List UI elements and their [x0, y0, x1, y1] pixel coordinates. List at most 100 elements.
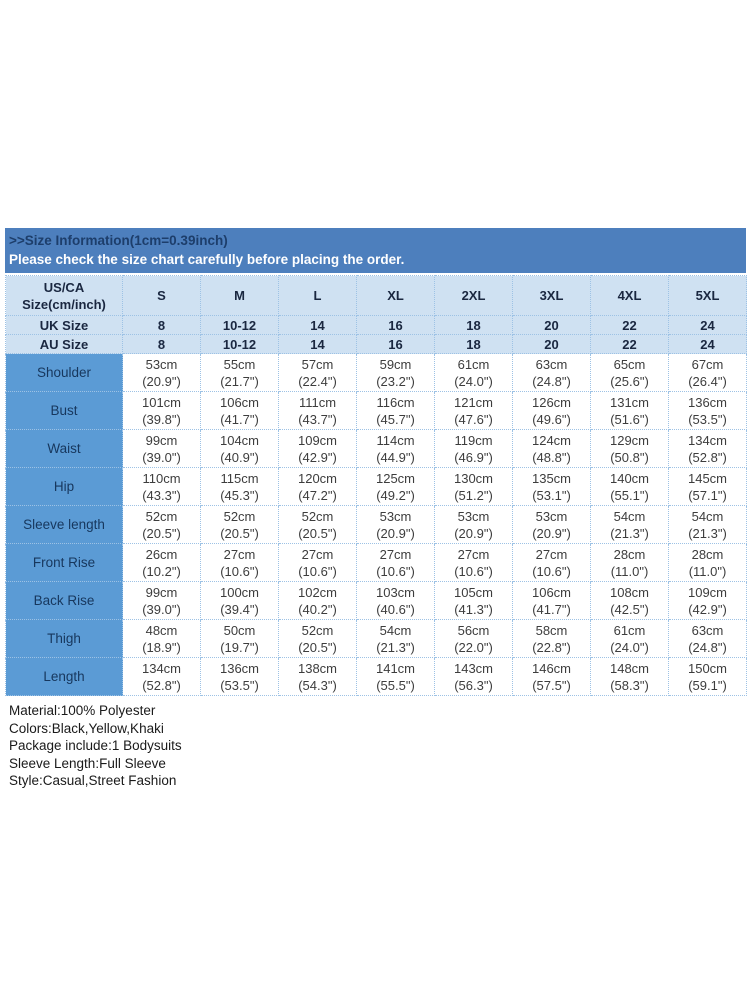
measurement-cm: 99cm — [145, 584, 178, 600]
measurement-cell: 136cm (53.5") — [668, 391, 747, 430]
measurement-cm: 138cm — [297, 660, 338, 676]
measurement-cell: 101cm (39.8") — [122, 391, 201, 430]
measurement-inch: (20.5") — [298, 525, 337, 541]
row-label: Front Rise — [5, 543, 123, 582]
measurement-cm: 27cm — [223, 546, 256, 562]
measurement-cm: 99cm — [145, 432, 178, 448]
measurement-cm: 53cm — [535, 508, 568, 524]
measurement-inch: (19.7") — [220, 639, 259, 655]
measurement-inch: (24.8") — [688, 639, 727, 655]
measurement-inch: (20.9") — [142, 373, 181, 389]
measurement-cell: 136cm (53.5") — [200, 657, 279, 696]
banner-title: >>Size Information(1cm=0.39inch) — [9, 233, 228, 248]
size-chart-body: US/CA Size(cm/inch) S M L XL 2XL 3XL 4XL 5XL UK Si… — [5, 275, 747, 696]
corner-cell: US/CA Size(cm/inch) — [5, 275, 123, 316]
measurement-inch: (49.6") — [532, 411, 571, 427]
measurement-inch: (53.1") — [532, 487, 571, 503]
measurement-cm: 55cm — [223, 356, 256, 372]
corner-line1: US/CA — [43, 279, 85, 295]
measurement-cm: 136cm — [219, 660, 260, 676]
measurement-inch: (26.4") — [688, 373, 727, 389]
measurement-inch: (56.3") — [454, 677, 493, 693]
measurement-cm: 106cm — [531, 584, 572, 600]
conversion-value: 8 — [122, 315, 201, 335]
measurement-cm: 110cm — [142, 470, 181, 486]
measurement-inch: (10.6") — [376, 563, 415, 579]
measurement-inch: (53.5") — [688, 411, 727, 427]
measurement-inch: (46.9") — [454, 449, 493, 465]
measurement-cm: 59cm — [379, 356, 412, 372]
conversion-value: 24 — [668, 315, 747, 335]
measurement-cell: 50cm (19.7") — [200, 619, 279, 658]
size-header-row: US/CA Size(cm/inch) S M L XL 2XL 3XL 4XL 5XL — [5, 275, 747, 316]
measurement-cm: 145cm — [687, 470, 728, 486]
measurement-inch: (20.9") — [376, 525, 415, 541]
measurement-inch: (41.7") — [220, 411, 259, 427]
measurement-cm: 109cm — [297, 432, 338, 448]
measurement-inch: (41.7") — [532, 601, 571, 617]
measurement-inch: (40.6") — [376, 601, 415, 617]
measurement-cm: 136cm — [687, 394, 728, 410]
conversion-value: 10-12 — [200, 334, 279, 354]
measurement-inch: (45.3") — [220, 487, 259, 503]
measurement-cm: 53cm — [145, 356, 178, 372]
measurement-inch: (24.0") — [610, 639, 649, 655]
measurement-cell: 52cm (20.5") — [122, 505, 201, 544]
measurement-cell: 102cm (40.2") — [278, 581, 357, 620]
measurement-cell: 52cm (20.5") — [278, 505, 357, 544]
measurement-cm: 100cm — [219, 584, 260, 600]
measurement-inch: (42.5") — [610, 601, 649, 617]
conversion-value: 20 — [512, 315, 591, 335]
measurement-cm: 54cm — [691, 508, 724, 524]
measurement-inch: (22.0") — [454, 639, 493, 655]
measurement-inch: (21.3") — [688, 525, 727, 541]
measurement-inch: (47.6") — [454, 411, 493, 427]
conversion-value: 10-12 — [200, 315, 279, 335]
measurement-cm: 129cm — [609, 432, 650, 448]
measurement-row: Shoulder 53cm (20.9") 55cm (21.7") 57cm (22.4"… — [5, 353, 747, 392]
measurement-cm: 101cm — [141, 394, 182, 410]
row-label: Back Rise — [5, 581, 123, 620]
detail-line: Style:Casual,Street Fashion — [9, 773, 177, 789]
measurement-inch: (42.9") — [688, 601, 727, 617]
size-col-header: L — [278, 275, 357, 316]
measurement-cell: 129cm (50.8") — [590, 429, 669, 468]
measurement-cm: 48cm — [145, 622, 178, 638]
measurement-inch: (21.3") — [376, 639, 415, 655]
measurement-inch: (45.7") — [376, 411, 415, 427]
measurement-cell: 106cm (41.7") — [512, 581, 591, 620]
conversion-value: 22 — [590, 334, 669, 354]
conversion-value: 18 — [434, 334, 513, 354]
measurement-cell: 65cm (25.6") — [590, 353, 669, 392]
measurement-inch: (22.8") — [532, 639, 571, 655]
measurement-cm: 121cm — [453, 394, 494, 410]
measurement-inch: (51.2") — [454, 487, 493, 503]
measurement-cm: 27cm — [379, 546, 412, 562]
measurement-cell: 146cm (57.5") — [512, 657, 591, 696]
measurement-cell: 134cm (52.8") — [122, 657, 201, 696]
measurement-inch: (10.6") — [220, 563, 259, 579]
measurement-cm: 108cm — [609, 584, 650, 600]
measurement-cell: 114cm (44.9") — [356, 429, 435, 468]
measurement-cell: 53cm (20.9") — [434, 505, 513, 544]
measurement-inch: (10.6") — [298, 563, 337, 579]
measurement-cm: 52cm — [301, 622, 334, 638]
measurement-inch: (58.3") — [610, 677, 649, 693]
measurement-cell: 126cm (49.6") — [512, 391, 591, 430]
measurement-cell: 116cm (45.7") — [356, 391, 435, 430]
measurement-cell: 48cm (18.9") — [122, 619, 201, 658]
measurement-cell: 120cm (47.2") — [278, 467, 357, 506]
measurement-cell: 59cm (23.2") — [356, 353, 435, 392]
measurement-cell: 53cm (20.9") — [512, 505, 591, 544]
measurement-inch: (18.9") — [142, 639, 181, 655]
measurement-inch: (21.3") — [610, 525, 649, 541]
measurement-cell: 115cm (45.3") — [200, 467, 279, 506]
measurement-cell: 105cm (41.3") — [434, 581, 513, 620]
detail-line: Package include:1 Bodysuits — [9, 738, 182, 754]
measurement-cell: 27cm (10.6") — [278, 543, 357, 582]
measurement-inch: (39.8") — [142, 411, 181, 427]
measurement-cell: 121cm (47.6") — [434, 391, 513, 430]
measurement-inch: (20.5") — [298, 639, 337, 655]
measurement-row: Front Rise 26cm (10.2") 27cm (10.6") 27cm (10.… — [5, 543, 747, 582]
size-col-header: 2XL — [434, 275, 513, 316]
